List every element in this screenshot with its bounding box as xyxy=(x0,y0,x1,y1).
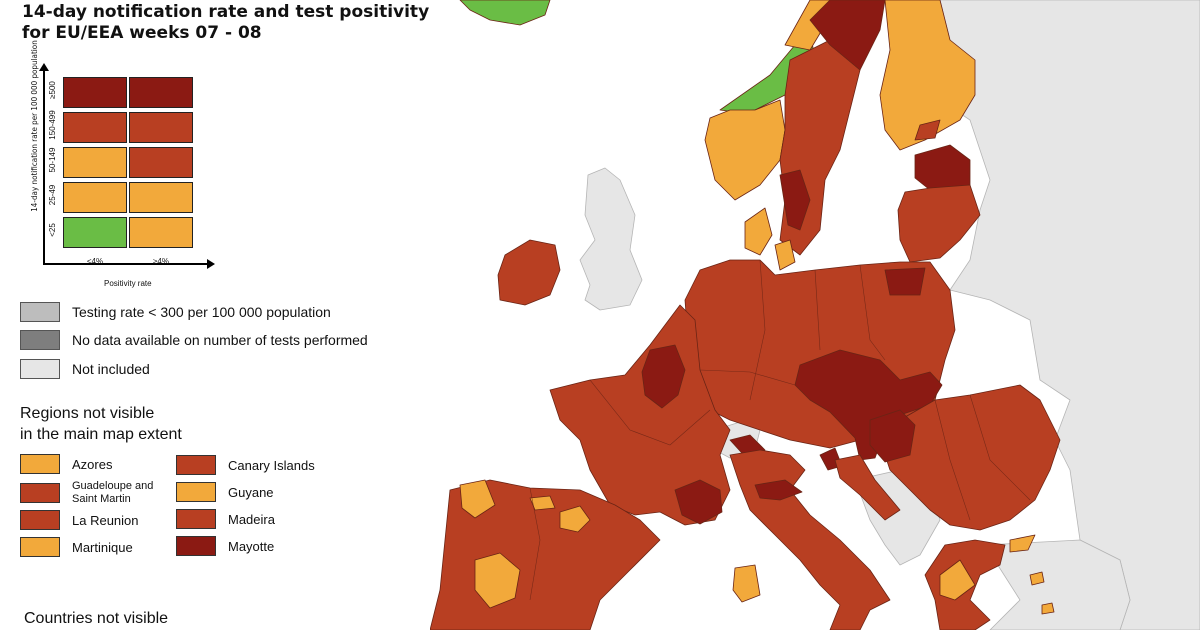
region-guadeloupe: Guadeloupe and Saint Martin xyxy=(20,480,172,506)
matrix-y-axis-label: 14-day notification rate per 100 000 pop… xyxy=(30,40,39,212)
internal-borders xyxy=(529,259,1031,601)
legend-swatch xyxy=(176,482,216,502)
regions-heading-line-2: in the main map extent xyxy=(20,426,182,443)
matrix-cell xyxy=(129,77,193,108)
map-region-orange xyxy=(939,559,976,601)
map-region-not-included xyxy=(984,539,1131,630)
map-title-line-2: for EU/EEA weeks 07 - 08 xyxy=(22,23,262,43)
map-region-red xyxy=(879,384,1061,531)
map-region-orange xyxy=(744,207,773,256)
legend-swatch xyxy=(176,455,216,475)
region-martinique: Martinique xyxy=(20,537,133,557)
map-title-line-1: 14-day notification rate and test positi… xyxy=(22,2,430,22)
legend-label: Canary Islands xyxy=(228,457,315,473)
legend-label: Not included xyxy=(72,361,150,377)
regions-heading-line-1: Regions not visible xyxy=(20,405,155,422)
region-madeira: Madeira xyxy=(176,509,275,529)
x-axis-arrow xyxy=(43,259,215,269)
map-region-dark-red xyxy=(914,144,971,191)
map-region-red xyxy=(897,184,981,263)
matrix-cell xyxy=(129,147,193,178)
europe-choropleth-map xyxy=(430,0,1200,630)
matrix-row-label: <25 xyxy=(48,223,57,237)
legend-label: Madeira xyxy=(228,511,275,527)
legend-swatch xyxy=(20,330,60,350)
legend-swatch xyxy=(20,454,60,474)
legend-swatch xyxy=(20,537,60,557)
regions-heading: Regions not visible in the main map exte… xyxy=(20,403,182,445)
legend-testing-rate: Testing rate < 300 per 100 000 populatio… xyxy=(20,302,331,322)
map-region-dark-red xyxy=(641,344,686,409)
map-region-not-included xyxy=(939,0,1200,630)
legend-swatch xyxy=(20,510,60,530)
map-region-dark-red xyxy=(884,267,926,296)
legend-label: No data available on number of tests per… xyxy=(72,332,368,348)
matrix-row-label: ≥500 xyxy=(48,81,57,99)
region-azores: Azores xyxy=(20,454,112,474)
legend-label: Guadeloupe and Saint Martin xyxy=(72,480,154,505)
matrix-column-label: ≥4% xyxy=(153,257,169,266)
legend-label: Azores xyxy=(72,456,113,472)
legend-swatch xyxy=(176,509,216,529)
region-mayotte: Mayotte xyxy=(176,536,274,556)
matrix-column-label: <4% xyxy=(86,257,104,266)
map-region-orange xyxy=(1009,534,1036,553)
matrix-row-label: 150-499 xyxy=(48,110,57,140)
matrix-row-label: 50-149 xyxy=(48,147,57,173)
legend-label: Testing rate < 300 per 100 000 populatio… xyxy=(72,304,331,320)
matrix-x-axis-label: Positivity rate xyxy=(104,279,152,288)
map-region-red xyxy=(914,119,941,141)
map-region-orange xyxy=(704,99,786,201)
region-canary-islands: Canary Islands xyxy=(176,455,315,475)
map-region-orange xyxy=(559,505,591,533)
legend-label: La Reunion xyxy=(72,512,139,528)
map-region-orange xyxy=(1029,571,1045,586)
legend-no-data: No data available on number of tests per… xyxy=(20,330,368,350)
legend-swatch xyxy=(20,359,60,379)
notification-positivity-matrix: 14-day notification rate per 100 000 pop… xyxy=(24,40,215,290)
map-region-red xyxy=(497,239,561,306)
matrix-cell xyxy=(129,112,193,143)
region-guyane: Guyane xyxy=(176,482,274,502)
y-axis-arrow xyxy=(39,63,49,265)
matrix-row-label: 25-49 xyxy=(48,184,57,206)
map-region-dark-red xyxy=(869,409,916,463)
countries-heading: Countries not visible xyxy=(24,610,169,627)
map-region-orange xyxy=(774,239,796,271)
map-region-orange xyxy=(879,0,976,151)
matrix-cell xyxy=(63,217,127,248)
matrix-cell xyxy=(129,217,193,248)
map-region-dark-red xyxy=(674,479,723,525)
map-region-green xyxy=(459,0,551,26)
map-region-orange xyxy=(1041,602,1055,615)
matrix-cell xyxy=(63,147,127,178)
legend-label: Martinique xyxy=(72,539,133,555)
map-region-red xyxy=(549,304,731,526)
matrix-cell xyxy=(63,77,127,108)
map-region-dark-red xyxy=(779,169,811,231)
matrix-cell xyxy=(63,112,127,143)
map-region-orange xyxy=(732,564,761,603)
map-region-orange xyxy=(459,479,496,519)
map-region-red xyxy=(834,454,901,521)
map-region-not-included xyxy=(579,167,643,311)
legend-swatch xyxy=(20,302,60,322)
map-region-dark-red xyxy=(754,479,803,501)
region-la-reunion: La Reunion xyxy=(20,510,139,530)
map-region-dark-red xyxy=(809,0,886,71)
matrix-cell xyxy=(63,182,127,213)
legend-swatch xyxy=(176,536,216,556)
map-region-orange xyxy=(474,552,521,609)
map-title: 14-day notification rate and test positi… xyxy=(22,2,429,44)
legend-label: Mayotte xyxy=(228,538,275,554)
matrix-cell xyxy=(129,182,193,213)
legend-label: Guyane xyxy=(228,484,274,500)
legend-swatch xyxy=(20,483,60,503)
legend-not-included: Not included xyxy=(20,359,150,379)
